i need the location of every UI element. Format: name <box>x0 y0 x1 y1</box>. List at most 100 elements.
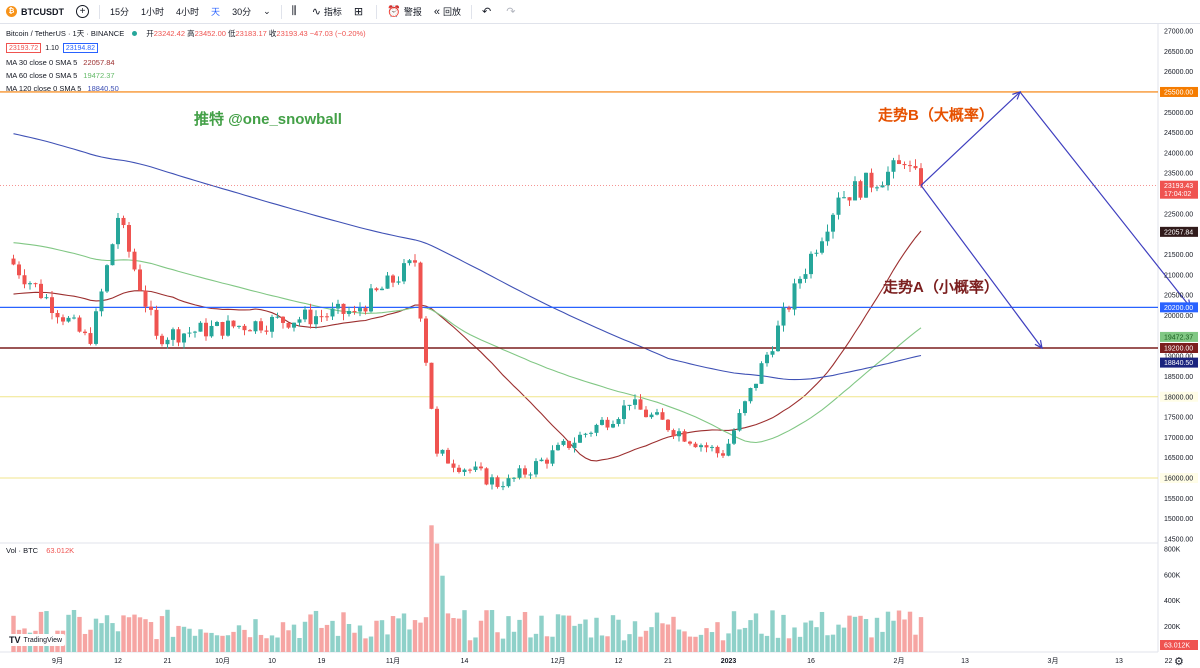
volume-bar <box>676 629 682 652</box>
volume-bar <box>82 633 88 652</box>
buy-price-button[interactable]: 23194.82 <box>62 43 99 53</box>
volume-bar <box>44 611 49 652</box>
candle-body <box>116 217 120 245</box>
interval-15m[interactable]: 15分 <box>110 7 130 17</box>
sell-price-button[interactable]: 23193.72 <box>6 43 42 53</box>
candle-body <box>226 320 230 336</box>
grid-icon: ⊞ <box>353 6 364 18</box>
ohlc-values: 开23242.42 高23452.00 低23183.17 收23193.43 … <box>146 29 366 38</box>
ma60-line <box>13 242 922 444</box>
candle-body <box>545 459 549 464</box>
price-axis-tick: 16500.00 <box>1164 455 1193 462</box>
volume-bar <box>913 634 918 652</box>
volume-bar <box>236 625 242 652</box>
candle-body <box>908 165 912 167</box>
candle-body <box>913 166 918 169</box>
interval-dropdown[interactable]: ⌄ <box>257 0 277 24</box>
candle-body <box>831 214 835 232</box>
candle-body <box>567 440 571 448</box>
time-axis-tick: 2023 <box>721 658 737 665</box>
ma60-legend[interactable]: MA 60 close 0 SMA 5 19472.37 <box>6 69 366 82</box>
candle-body <box>622 405 626 420</box>
candle-body <box>479 466 483 469</box>
time-axis-tick: 10月 <box>215 657 230 665</box>
candle-body <box>776 325 780 352</box>
price-axis-tick: 20000.00 <box>1164 313 1193 320</box>
volume-bar <box>572 625 577 652</box>
alert-button[interactable]: ⏰ 警报 <box>381 0 428 24</box>
volume-bar <box>649 627 654 652</box>
volume-bar <box>220 635 225 652</box>
symbol-selector[interactable]: ₿ BTCUSDT <box>0 0 70 24</box>
volume-bar <box>203 632 209 652</box>
price-tag-label: 20200.00 <box>1164 305 1193 312</box>
interval-4h[interactable]: 4小时 <box>176 7 200 17</box>
candle-body <box>352 311 357 313</box>
tradingview-logo[interactable]: TV TradingView <box>6 634 66 646</box>
ma60-value: 19472.37 <box>83 71 115 80</box>
candle-body <box>836 197 841 215</box>
volume-bar <box>605 636 610 652</box>
volume-bar <box>341 612 346 652</box>
candle-body <box>578 434 582 443</box>
interval-1d[interactable]: 天 <box>211 7 221 17</box>
volume-legend[interactable]: Vol · BTC 63.012K <box>6 546 74 555</box>
candle-body <box>50 297 54 314</box>
ma30-legend[interactable]: MA 30 close 0 SMA 5 22057.84 <box>6 56 366 69</box>
volume-bar <box>814 627 819 652</box>
ma120-legend[interactable]: MA 120 close 0 SMA 5 18840.50 <box>6 82 366 95</box>
candle-body <box>171 329 175 340</box>
compare-button[interactable]: + <box>70 0 95 24</box>
price-axis-tick: 17500.00 <box>1164 415 1193 422</box>
volume-bar <box>770 610 775 652</box>
volume-bar <box>500 638 506 652</box>
candle-body <box>858 181 863 198</box>
candle-body <box>600 419 604 425</box>
candle-body <box>792 283 797 310</box>
ma120-line <box>13 133 922 381</box>
candle-body <box>204 322 208 337</box>
candle-body <box>270 316 274 332</box>
plus-icon: + <box>76 5 89 18</box>
volume-bar <box>385 634 390 652</box>
price-axis-tick: 24000.00 <box>1164 150 1193 157</box>
time-axis-tick: 16 <box>807 658 815 665</box>
indicators-label: 指标 <box>323 7 342 17</box>
layout-button[interactable]: ⊞ <box>348 0 372 24</box>
candle-body <box>424 318 428 363</box>
price-tag-0 <box>1160 180 1198 199</box>
volume-bar <box>687 636 693 652</box>
indicators-button[interactable]: ∿ 指标 <box>306 0 348 24</box>
volume-bar <box>264 638 269 652</box>
volume-bar <box>627 634 632 652</box>
candle-body <box>787 307 791 310</box>
price-axis-tick: 24500.00 <box>1164 130 1193 137</box>
volume-bar <box>781 614 786 652</box>
price-tag-label: 25500.00 <box>1164 89 1193 96</box>
price-axis-tick: 15500.00 <box>1164 496 1193 503</box>
ma30-line <box>13 230 922 462</box>
candle-body <box>363 308 368 312</box>
redo-button[interactable]: ↷ <box>500 0 524 24</box>
volume-bar <box>522 612 528 652</box>
candle-body <box>688 441 692 444</box>
volume-bar <box>495 632 500 652</box>
candle-body <box>303 309 307 320</box>
undo-button[interactable]: ↶ <box>476 0 500 24</box>
volume-bar <box>588 637 594 652</box>
candle-body <box>715 446 720 454</box>
replay-button[interactable]: « 回放 <box>428 0 467 24</box>
interval-30m[interactable]: 30分 <box>232 7 252 17</box>
candle-body <box>275 316 280 318</box>
volume-bar <box>742 627 748 652</box>
candle-body <box>143 290 148 307</box>
volume-bar <box>412 620 418 652</box>
time-axis-tick: 21 <box>164 658 172 665</box>
volume-bar <box>852 616 858 652</box>
candle-body <box>187 332 192 334</box>
chart-type-button[interactable]: ⫼ <box>286 0 306 24</box>
time-axis-tick: 9月 <box>52 657 63 665</box>
interval-1h[interactable]: 1小时 <box>141 7 165 17</box>
gear-icon[interactable]: ⚙ <box>1174 656 1184 668</box>
